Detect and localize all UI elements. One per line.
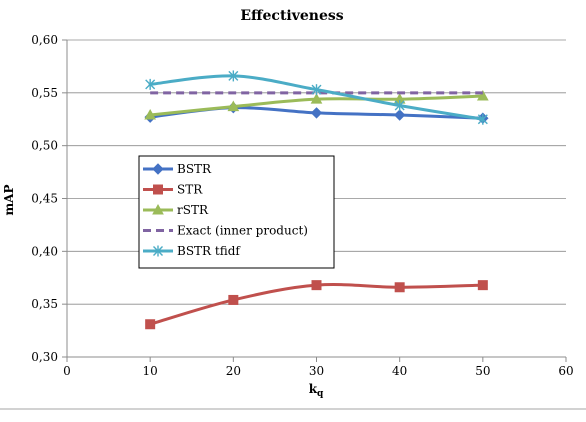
x-tick-label: 30: [309, 364, 324, 378]
legend-marker: [153, 184, 163, 195]
y-tick-label: 0,35: [31, 297, 58, 311]
legend: BSTR STR rSTR Exact (inner product) BSTR tfi…: [138, 155, 335, 269]
y-tick-label: 0,50: [31, 139, 58, 153]
y-tick-labels: 0,30 0,35 0,40 0,45 0,50 0,55 0,60: [31, 33, 58, 364]
x-tick-label: 10: [143, 364, 158, 378]
legend-marker: [152, 203, 164, 215]
x-tick-labels: 0 10 20 30 40 50 60: [63, 364, 573, 378]
legend-label: BSTR: [177, 162, 212, 176]
data-point-bstr-tfidf: [394, 100, 405, 112]
legend-item-rstr: rSTR: [143, 203, 209, 217]
data-point-rstr: [144, 108, 157, 120]
x-tick-label: 0: [63, 364, 71, 378]
series-str: [145, 280, 488, 330]
x-tick-label: 60: [558, 364, 573, 378]
data-point-bstr: [310, 107, 323, 119]
axes: [62, 39, 567, 362]
data-point-bstr: [393, 109, 406, 121]
y-tick-label: 0,40: [31, 244, 58, 258]
legend-label: rSTR: [177, 203, 209, 217]
x-axis-title: kq: [309, 382, 324, 399]
legend-item-bstr: BSTR: [143, 162, 212, 176]
data-point-bstr-tfidf: [145, 78, 156, 90]
legend-label: STR: [177, 183, 203, 197]
x-tick-label: 20: [226, 364, 241, 378]
data-point-rstr: [227, 100, 240, 112]
chart-title: Effectiveness: [240, 8, 343, 24]
legend-marker: [152, 163, 164, 175]
x-tick-label: 40: [392, 364, 407, 378]
x-axis-title-main: k: [309, 382, 318, 396]
data-point-bstr-tfidf: [311, 84, 322, 96]
y-tick-label: 0,45: [31, 192, 58, 206]
legend-item-bstr-tfidf: BSTR tfidf: [143, 244, 241, 258]
legend-item-exact-inner-product: Exact (inner product): [143, 224, 308, 238]
series-rstr: [144, 89, 489, 120]
data-point-bstr-tfidf: [477, 113, 488, 125]
series-group: [144, 70, 489, 330]
data-point-rstr: [476, 89, 489, 101]
y-tick-label: 0,55: [31, 86, 58, 100]
data-point-str: [394, 282, 405, 293]
y-tick-label: 0,60: [31, 33, 58, 47]
legend-item-str: STR: [143, 183, 203, 197]
y-tick-label: 0,30: [31, 350, 58, 364]
legend-label: Exact (inner product): [177, 224, 308, 238]
data-point-bstr-tfidf: [228, 70, 239, 82]
data-point-rstr: [310, 93, 323, 104]
x-tick-label: 50: [475, 364, 490, 378]
y-axis-title: mAP: [2, 184, 16, 215]
legend-marker: [153, 245, 163, 257]
data-point-str: [145, 319, 156, 330]
legend-label: BSTR tfidf: [177, 244, 241, 258]
data-point-str: [477, 280, 488, 291]
data-point-str: [311, 280, 322, 291]
series-bstr-tfidf: [145, 70, 488, 125]
x-axis-title-subscript: q: [317, 389, 324, 399]
legend-box: [138, 155, 335, 269]
data-point-str: [228, 294, 239, 305]
